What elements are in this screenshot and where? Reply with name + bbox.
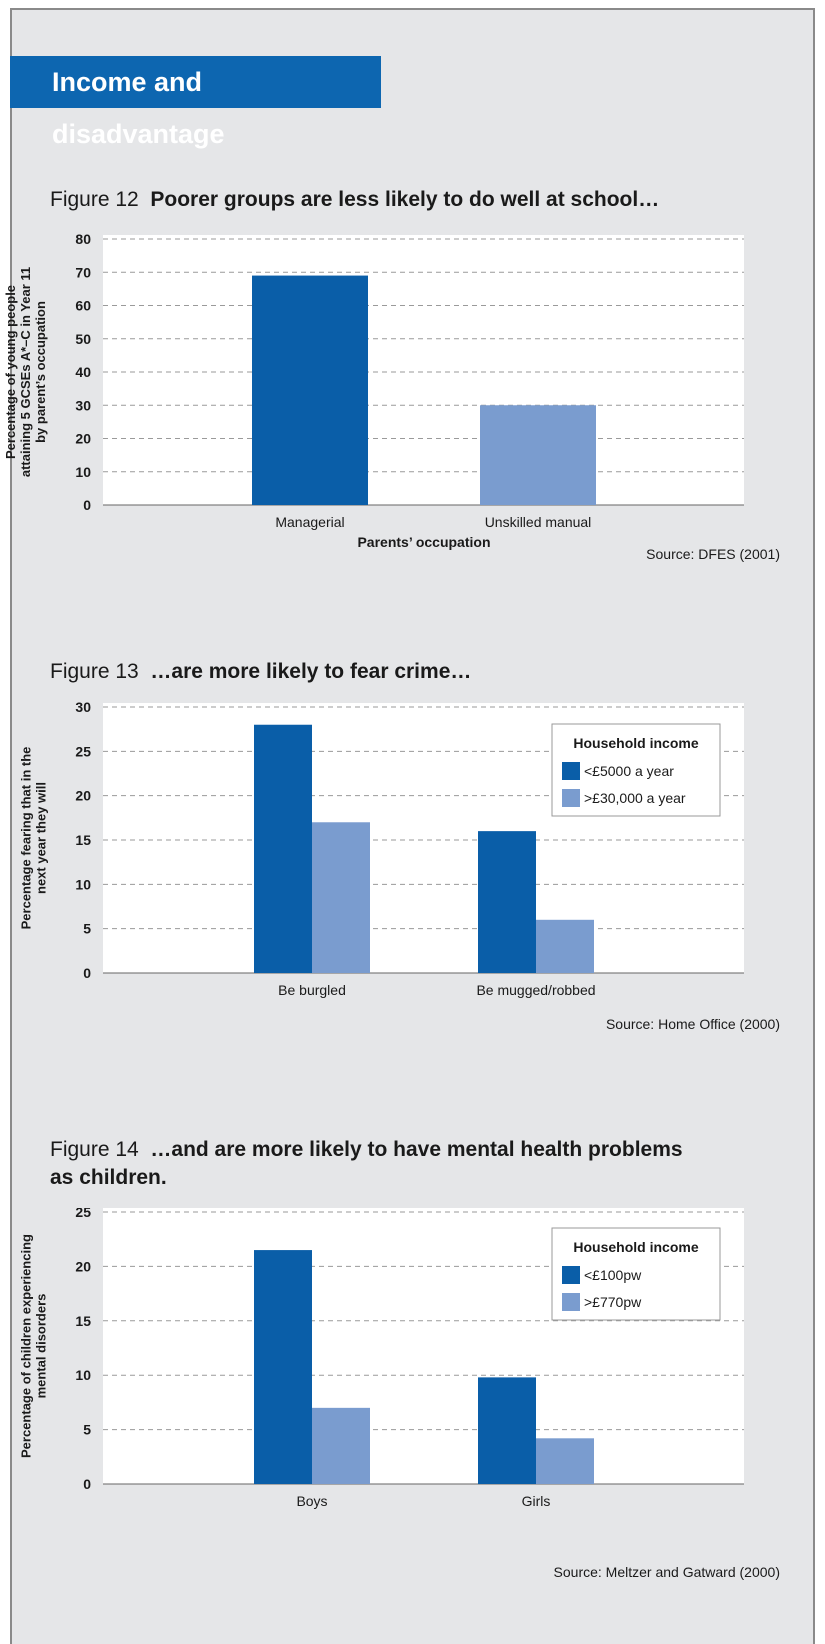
bar <box>312 822 370 973</box>
section-banner: Income and disadvantage <box>10 56 381 149</box>
figure-12-title: Figure 12 Poorer groups are less likely … <box>50 186 659 214</box>
y-axis-label: Percentage fearing that in the <box>19 747 34 930</box>
x-tick-label: Girls <box>522 1493 551 1509</box>
figure-14-title: Figure 14 …and are more likely to have m… <box>50 1136 683 1192</box>
y-tick-label: 15 <box>75 832 91 848</box>
bar <box>252 275 368 505</box>
figure-13-title: Figure 13 …are more likely to fear crime… <box>50 658 471 686</box>
figure-14-number: Figure 14 <box>50 1138 139 1161</box>
figure-12-caption: Poorer groups are less likely to do well… <box>150 188 660 211</box>
x-tick-label: Be mugged/robbed <box>476 982 595 998</box>
legend-title: Household income <box>573 735 698 751</box>
y-tick-label: 10 <box>75 1367 91 1383</box>
y-tick-label: 5 <box>83 1422 91 1438</box>
figure-13-number: Figure 13 <box>50 660 139 683</box>
figure-14-chart: 0 5 10 15 20 25 Percentage of children experie… <box>19 1208 744 1509</box>
legend-label: <£100pw <box>584 1267 642 1283</box>
y-tick-label: 5 <box>83 921 91 937</box>
legend-swatch <box>562 762 580 780</box>
x-tick-label: Be burgled <box>278 982 346 998</box>
y-tick-label: 80 <box>75 231 91 247</box>
y-axis-label: Percentage of young people <box>3 285 18 459</box>
y-axis-label: by parent’s occupation <box>33 301 48 443</box>
legend-swatch <box>562 1266 580 1284</box>
bar <box>536 1438 594 1484</box>
figure-14-source: Source: Meltzer and Gatward (2000) <box>553 1564 780 1580</box>
y-tick-label: 50 <box>75 331 91 347</box>
y-axis-label: next year they will <box>34 782 49 894</box>
legend-swatch <box>562 789 580 807</box>
y-tick-label: 0 <box>83 965 91 981</box>
y-tick-label: 20 <box>75 431 91 447</box>
bar <box>478 1377 536 1484</box>
y-axis-label: Percentage of children experiencing <box>19 1234 34 1458</box>
x-axis-label: Parents’ occupation <box>357 534 490 550</box>
figure-13-chart: 0 5 10 15 20 25 30 Percentage fearing that in t… <box>19 700 744 998</box>
y-tick-label: 20 <box>75 788 91 804</box>
bar <box>478 831 536 973</box>
y-tick-label: 0 <box>83 1476 91 1492</box>
y-tick-label: 25 <box>75 1208 91 1220</box>
bar <box>480 405 596 505</box>
y-tick-label: 10 <box>75 876 91 892</box>
y-axis-label: mental disorders <box>34 1294 49 1399</box>
figure-14-caption: …and are more likely to have mental heal… <box>150 1138 683 1161</box>
bar <box>536 919 594 973</box>
legend-title: Household income <box>573 1239 698 1255</box>
y-tick-label: 30 <box>75 700 91 715</box>
x-tick-label: Boys <box>296 1493 327 1509</box>
y-tick-label: 40 <box>75 364 91 380</box>
y-tick-label: 25 <box>75 743 91 759</box>
y-tick-label: 0 <box>83 497 91 513</box>
y-axis-label: attaining 5 GCSEs A*–C in Year 11 <box>18 267 33 477</box>
y-tick-label: 70 <box>75 264 91 280</box>
x-tick-label: Managerial <box>275 514 344 530</box>
legend-label: <£5000 a year <box>584 763 674 779</box>
legend-label: >£770pw <box>584 1294 642 1310</box>
bar <box>312 1407 370 1484</box>
y-tick-label: 30 <box>75 397 91 413</box>
figure-14-caption-line2: as children. <box>50 1166 167 1189</box>
bar <box>254 724 312 973</box>
y-tick-label: 10 <box>75 464 91 480</box>
y-tick-label: 20 <box>75 1258 91 1274</box>
legend-label: >£30,000 a year <box>584 790 686 806</box>
bar <box>254 1250 312 1484</box>
plot-area <box>103 235 744 505</box>
figure-13-source: Source: Home Office (2000) <box>605 1016 780 1032</box>
x-tick-label: Unskilled manual <box>485 514 592 530</box>
figure-12-chart: 0 10 20 30 40 50 60 70 80 Percentage of young peo… <box>3 231 744 550</box>
y-tick-label: 15 <box>75 1313 91 1329</box>
figure-12-source: Source: DFES (2001) <box>646 546 780 562</box>
figure-12-number: Figure 12 <box>50 188 139 211</box>
figure-13-caption: …are more likely to fear crime… <box>150 660 472 683</box>
legend-swatch <box>562 1293 580 1311</box>
y-tick-label: 60 <box>75 298 91 314</box>
